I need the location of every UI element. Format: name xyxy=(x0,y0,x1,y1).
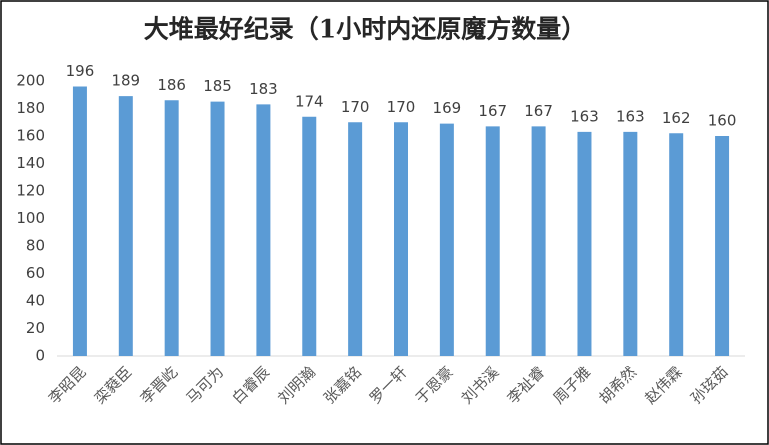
bar xyxy=(256,104,271,356)
bar xyxy=(394,122,408,356)
y-tick-label: 140 xyxy=(16,154,45,172)
y-tick-label: 80 xyxy=(26,237,45,255)
bar xyxy=(531,126,546,356)
y-tick-label: 160 xyxy=(16,127,45,145)
data-label: 163 xyxy=(570,107,599,125)
data-label: 163 xyxy=(616,107,645,125)
y-tick-label: 100 xyxy=(16,209,45,227)
data-label: 160 xyxy=(708,112,737,130)
chart-title: 大堆最好纪录（1小时内还原魔方数量） xyxy=(144,15,586,44)
bar xyxy=(210,101,225,356)
bar xyxy=(715,136,730,356)
data-label: 167 xyxy=(478,102,507,120)
y-tick-label: 40 xyxy=(26,292,45,310)
data-label: 170 xyxy=(387,98,416,116)
y-tick-label: 60 xyxy=(26,264,45,282)
bar xyxy=(577,131,592,356)
data-label: 162 xyxy=(662,109,691,127)
y-tick-label: 0 xyxy=(35,347,45,365)
y-tick-label: 120 xyxy=(16,182,45,200)
bar xyxy=(439,123,454,356)
data-label: 185 xyxy=(203,77,232,95)
data-label: 174 xyxy=(295,92,324,110)
data-label: 183 xyxy=(249,80,278,98)
data-label: 169 xyxy=(433,99,462,117)
bar xyxy=(485,126,500,356)
data-label: 196 xyxy=(66,62,95,80)
bar xyxy=(118,96,133,356)
data-label: 167 xyxy=(524,102,553,120)
data-label: 189 xyxy=(111,72,140,90)
y-tick-label: 20 xyxy=(26,319,45,337)
y-tick-label: 200 xyxy=(16,72,45,90)
data-label: 170 xyxy=(341,98,370,116)
bar xyxy=(72,86,87,356)
data-label: 186 xyxy=(157,76,186,94)
y-tick-label: 180 xyxy=(16,99,45,117)
bar xyxy=(302,116,317,356)
bar xyxy=(669,133,684,356)
bar xyxy=(348,122,363,356)
bar xyxy=(164,100,179,356)
bar xyxy=(623,131,638,356)
